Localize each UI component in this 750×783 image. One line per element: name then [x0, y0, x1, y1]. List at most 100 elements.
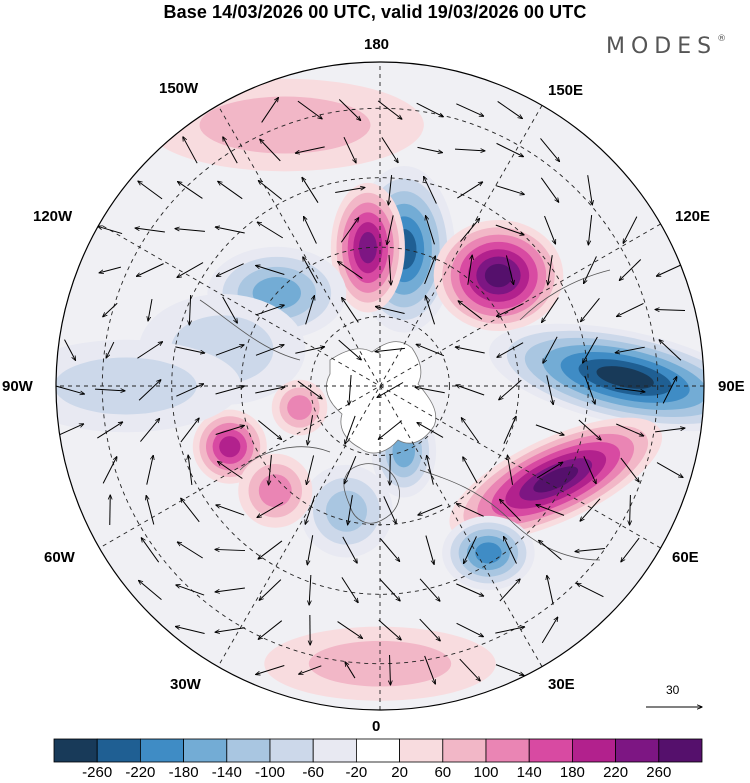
wind-arrow	[345, 415, 356, 444]
wind-arrow	[56, 424, 83, 437]
wind-arrow	[138, 380, 161, 401]
lon-label-180: 180	[364, 36, 390, 53]
wind-arrow	[578, 419, 601, 440]
lon-label-0: 0	[372, 718, 381, 735]
wind-arrow	[338, 261, 363, 279]
wind-arrow	[141, 538, 160, 563]
wind-arrow	[390, 654, 391, 685]
colorbar-box	[183, 738, 228, 763]
wind-arrow	[377, 100, 402, 119]
wind-arrow	[536, 462, 563, 479]
anomaly-contour	[484, 263, 513, 288]
wind-arrow	[343, 136, 356, 163]
wind-arrow	[417, 423, 444, 438]
wind-arrow	[535, 424, 564, 435]
anomaly-contour	[287, 395, 312, 420]
wind-arrow	[416, 344, 445, 357]
anomaly-contour	[533, 466, 579, 493]
colorbar-box	[226, 738, 271, 763]
wind-arrow	[335, 188, 365, 193]
wind-arrow	[375, 306, 405, 314]
colorbar-box	[399, 738, 444, 763]
wind-arrow	[575, 547, 605, 551]
wind-arrow	[541, 617, 557, 644]
wind-arrow	[655, 310, 686, 311]
wind-arrow	[302, 177, 319, 203]
wind-arrow	[540, 177, 558, 202]
wind-arrow	[417, 146, 443, 152]
wind-arrow	[584, 375, 595, 404]
colorbar-box	[615, 738, 660, 763]
wind-arrow	[223, 137, 238, 164]
wind-arrow	[176, 384, 203, 397]
wind-arrow	[460, 218, 479, 242]
wind-arrow	[257, 222, 284, 239]
wind-arrow	[419, 578, 440, 601]
wind-arrow	[495, 664, 524, 676]
wind-arrow	[463, 457, 478, 484]
wind-arrow	[456, 583, 483, 596]
wind-arrow	[544, 215, 556, 244]
colorbar-box	[139, 738, 184, 763]
anomaly-contour	[325, 490, 368, 532]
wind-arrow	[307, 535, 314, 565]
wind-arrow	[630, 494, 631, 525]
wind-arrow	[215, 587, 245, 592]
wind-arrow	[577, 583, 604, 598]
wind-arrow	[146, 495, 155, 525]
wind-arrow	[495, 224, 524, 235]
wind-arrow	[64, 339, 76, 361]
wind-arrow	[178, 182, 203, 199]
wind-arrow	[307, 415, 314, 445]
wind-arrow	[181, 498, 200, 523]
wind-arrow	[416, 102, 444, 117]
wind-arrow	[304, 216, 317, 244]
lon-label-120e: 120E	[675, 208, 711, 225]
wind-arrow	[255, 305, 284, 316]
colorbar-tick-label: 60	[434, 764, 452, 781]
wind-arrow	[377, 382, 404, 397]
colorbar-box	[312, 738, 357, 763]
wind-arrow	[584, 256, 597, 283]
wind-arrow	[547, 575, 554, 605]
colorbar-box	[269, 738, 314, 763]
colorbar-box	[355, 738, 400, 763]
wind-arrow	[269, 455, 272, 485]
colorbar-tick-label: 260	[646, 764, 672, 781]
wind-arrow	[177, 262, 204, 278]
wind-arrow	[375, 347, 405, 351]
wind-arrow	[425, 296, 436, 325]
wind-arrow	[419, 618, 441, 641]
wind-arrow	[424, 256, 436, 285]
wind-arrow	[295, 347, 324, 354]
colorbar-tick-label: -260	[82, 764, 113, 781]
lon-label-150e: 150E	[548, 82, 584, 99]
wind-arrow	[379, 538, 399, 562]
wind-arrow	[499, 579, 520, 602]
wind-arrow	[503, 416, 516, 444]
wind-arrow	[341, 577, 358, 602]
wind-arrow	[305, 296, 315, 325]
anomaly-layer	[56, 78, 704, 701]
wind-arrow	[98, 226, 123, 235]
wind-arrow	[617, 302, 644, 316]
lon-label-30w: 30W	[170, 676, 201, 693]
wind-arrow	[615, 346, 645, 353]
modes-logo: MODES®	[606, 33, 727, 59]
wind-arrow	[344, 455, 357, 484]
wind-arrow	[505, 255, 513, 284]
colorbar-tick-label: -20	[345, 764, 368, 781]
colorbar-box	[528, 738, 573, 763]
wind-arrow	[103, 302, 118, 316]
anomaly-contour	[596, 366, 654, 389]
wind-arrow	[467, 255, 472, 285]
colorbar-box	[572, 738, 617, 763]
wind-arrow	[539, 540, 562, 561]
wind-arrow	[183, 137, 198, 164]
wind-arrow	[662, 377, 677, 404]
anomaly-contour	[308, 640, 452, 687]
wind-arrow	[180, 418, 199, 443]
lon-label-90e: 90E	[718, 378, 745, 395]
wind-arrow	[175, 346, 204, 353]
wind-arrow	[299, 665, 322, 674]
